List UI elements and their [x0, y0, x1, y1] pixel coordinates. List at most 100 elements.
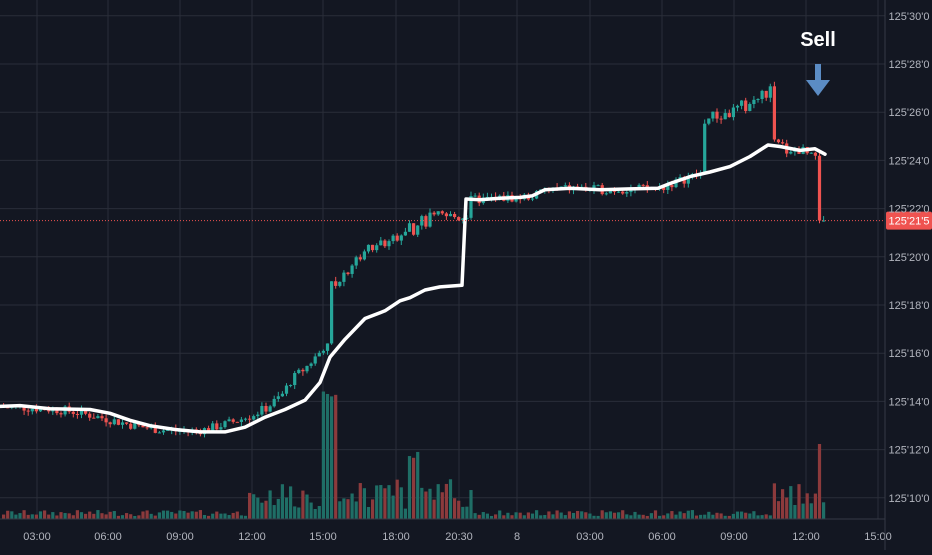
candle-body — [26, 410, 30, 412]
volume-bar — [776, 501, 781, 519]
volume-bar — [256, 497, 260, 519]
volume-bar — [403, 508, 407, 519]
volume-bar — [239, 515, 243, 519]
volume-bar — [748, 513, 752, 519]
candle-body — [776, 139, 781, 143]
candle-body — [84, 409, 88, 414]
volume-bar — [338, 501, 342, 519]
volume-bar — [30, 514, 34, 519]
volume-bar — [207, 515, 211, 519]
candle-body — [469, 196, 473, 218]
volume-bar — [772, 483, 776, 519]
candle-body — [346, 272, 350, 274]
x-tick-label: 8 — [514, 531, 520, 543]
candle-body — [120, 422, 125, 425]
candle-body — [670, 185, 674, 188]
volume-bar — [641, 514, 645, 519]
volume-bar — [699, 514, 703, 519]
candle-body — [703, 123, 707, 174]
volume-bar — [768, 515, 772, 519]
volume-bar — [231, 512, 235, 519]
candle-body — [112, 419, 116, 425]
volume-bar — [563, 515, 567, 519]
volume-bar — [248, 492, 252, 519]
candle-body — [211, 423, 215, 432]
candle-body — [817, 155, 822, 221]
candle-body — [280, 393, 284, 397]
volume-bar — [6, 510, 10, 519]
candle-body — [133, 422, 137, 429]
candle-body — [617, 191, 621, 193]
candle-body — [444, 213, 448, 217]
candle-body — [334, 281, 338, 286]
candle-body — [440, 211, 444, 214]
candle-body — [375, 245, 379, 251]
y-tick-label: 125'26'0 — [889, 107, 930, 119]
volume-bar — [535, 510, 539, 519]
candle-body — [248, 418, 252, 420]
volume-bar — [34, 514, 38, 519]
volume-bar — [797, 484, 801, 519]
volume-bar — [227, 515, 231, 519]
candle-body — [453, 213, 457, 218]
volume-bar — [55, 515, 59, 519]
volume-bar — [649, 513, 653, 519]
volume-bar — [612, 512, 617, 519]
volume-bar — [202, 514, 207, 519]
volume-bar — [617, 512, 621, 519]
volume-bar — [186, 512, 190, 519]
volume-bar — [215, 511, 219, 519]
candle-body — [166, 429, 170, 431]
volume-bar — [243, 515, 248, 519]
volume-bar — [88, 511, 92, 519]
volume-bar — [383, 488, 387, 519]
x-tick-label: 18:00 — [382, 531, 410, 543]
candle-body — [223, 421, 227, 428]
candle-body — [403, 231, 407, 236]
moving-average-line — [0, 143, 827, 434]
candle-body — [231, 419, 235, 422]
volume-bar — [104, 514, 108, 519]
volume-bar — [781, 489, 785, 519]
volume-bar — [461, 506, 465, 519]
candle-body — [756, 98, 760, 100]
y-tick-label: 125'22'0 — [889, 204, 930, 216]
candle-body — [391, 235, 395, 242]
candle-body — [727, 113, 731, 118]
candle-body — [22, 405, 26, 411]
candle-body — [424, 216, 428, 227]
candle-body — [465, 217, 469, 219]
candle-body — [432, 212, 436, 215]
sell-label: Sell — [800, 29, 836, 51]
candle-body — [604, 193, 608, 195]
volume-bar — [182, 511, 186, 519]
candle-body — [428, 212, 432, 227]
candle-body — [338, 281, 342, 286]
candle-body — [104, 418, 108, 423]
volume-bar — [633, 511, 637, 519]
volume-bar — [170, 511, 174, 519]
moving-average-path — [0, 143, 827, 434]
volume-bar — [301, 490, 305, 519]
candle-body — [75, 413, 79, 415]
volume-bar — [473, 513, 477, 519]
volume-bar — [625, 514, 629, 519]
candle-body — [473, 195, 477, 197]
volume-bar — [740, 511, 744, 519]
candle-body — [637, 184, 641, 188]
volume-bar — [813, 493, 817, 519]
last-price-tag — [886, 211, 932, 230]
candle-body — [563, 185, 567, 187]
volume-bar — [375, 485, 379, 519]
candle-body — [715, 111, 719, 119]
volume-bar — [686, 510, 690, 519]
volume-bar — [559, 512, 563, 519]
volume-bar — [662, 515, 666, 519]
volume-bar — [412, 457, 416, 519]
candle-body — [141, 425, 145, 428]
volume-bar — [793, 504, 797, 519]
volume-bar — [551, 514, 555, 519]
volume-bar — [682, 513, 686, 519]
